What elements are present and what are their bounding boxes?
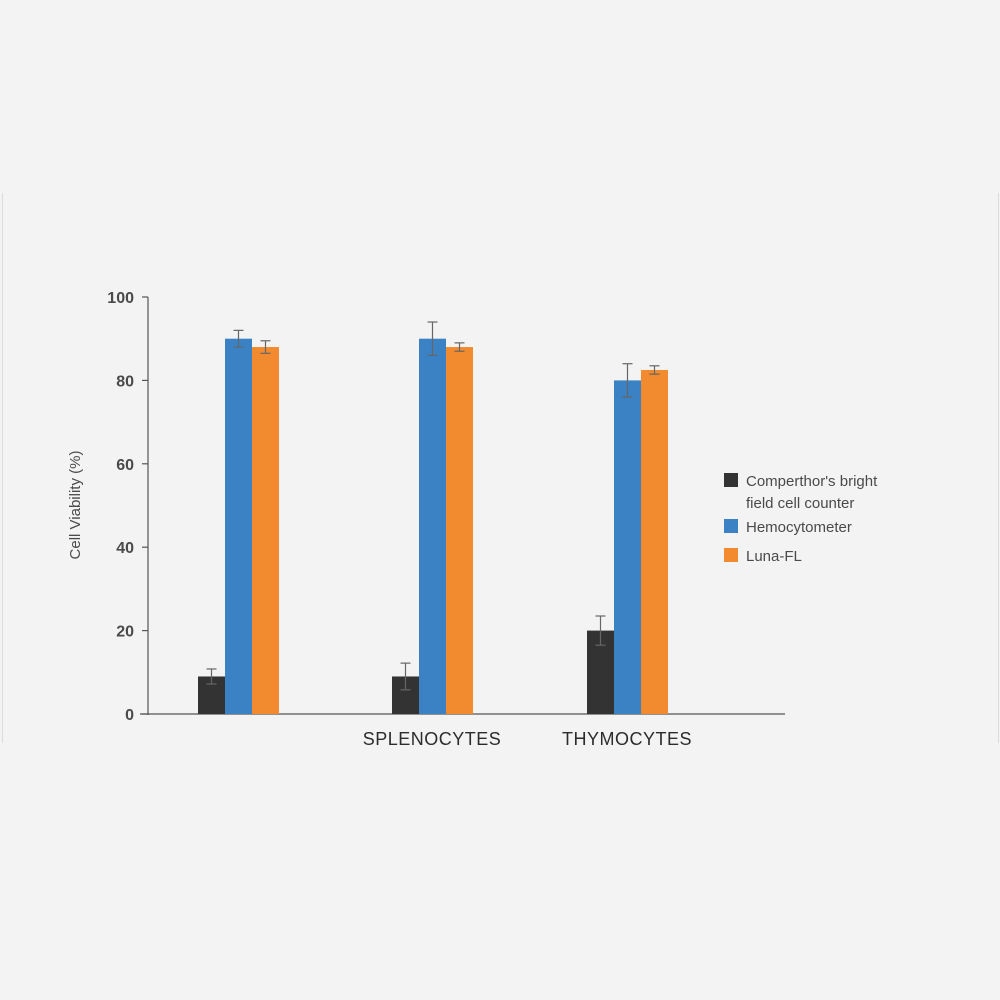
category-label: THYMOCYTES — [562, 729, 692, 749]
y-tick-label: 100 — [107, 290, 134, 307]
bar — [252, 347, 279, 714]
category-label: SPLENOCYTES — [363, 729, 502, 749]
y-tick-label: 60 — [116, 457, 134, 474]
right-frame-line — [998, 193, 999, 743]
legend-label: Comperthor's bright — [746, 473, 878, 490]
y-axis-label: Cell Viability (%) — [67, 451, 84, 560]
legend-label: Luna-FL — [746, 548, 802, 565]
legend: Comperthor's bright field cell counter Hem… — [724, 473, 878, 565]
bar — [641, 369, 668, 714]
bars-group — [198, 321, 668, 714]
y-tick-label: 40 — [116, 540, 134, 557]
legend-swatch — [724, 548, 738, 562]
bar — [419, 338, 446, 714]
legend-swatch — [724, 473, 738, 487]
bar — [446, 347, 473, 714]
y-tick-label: 80 — [116, 373, 134, 390]
bar — [614, 380, 641, 714]
y-tick-label: 0 — [125, 707, 134, 724]
left-frame-line — [2, 193, 3, 743]
legend-label: Hemocytometer — [746, 519, 852, 536]
legend-swatch — [724, 519, 738, 533]
bar — [225, 338, 252, 714]
y-tick-label: 20 — [116, 624, 134, 641]
legend-label: field cell counter — [746, 495, 854, 512]
category-labels: SPLENOCYTES THYMOCYTES — [363, 729, 692, 749]
